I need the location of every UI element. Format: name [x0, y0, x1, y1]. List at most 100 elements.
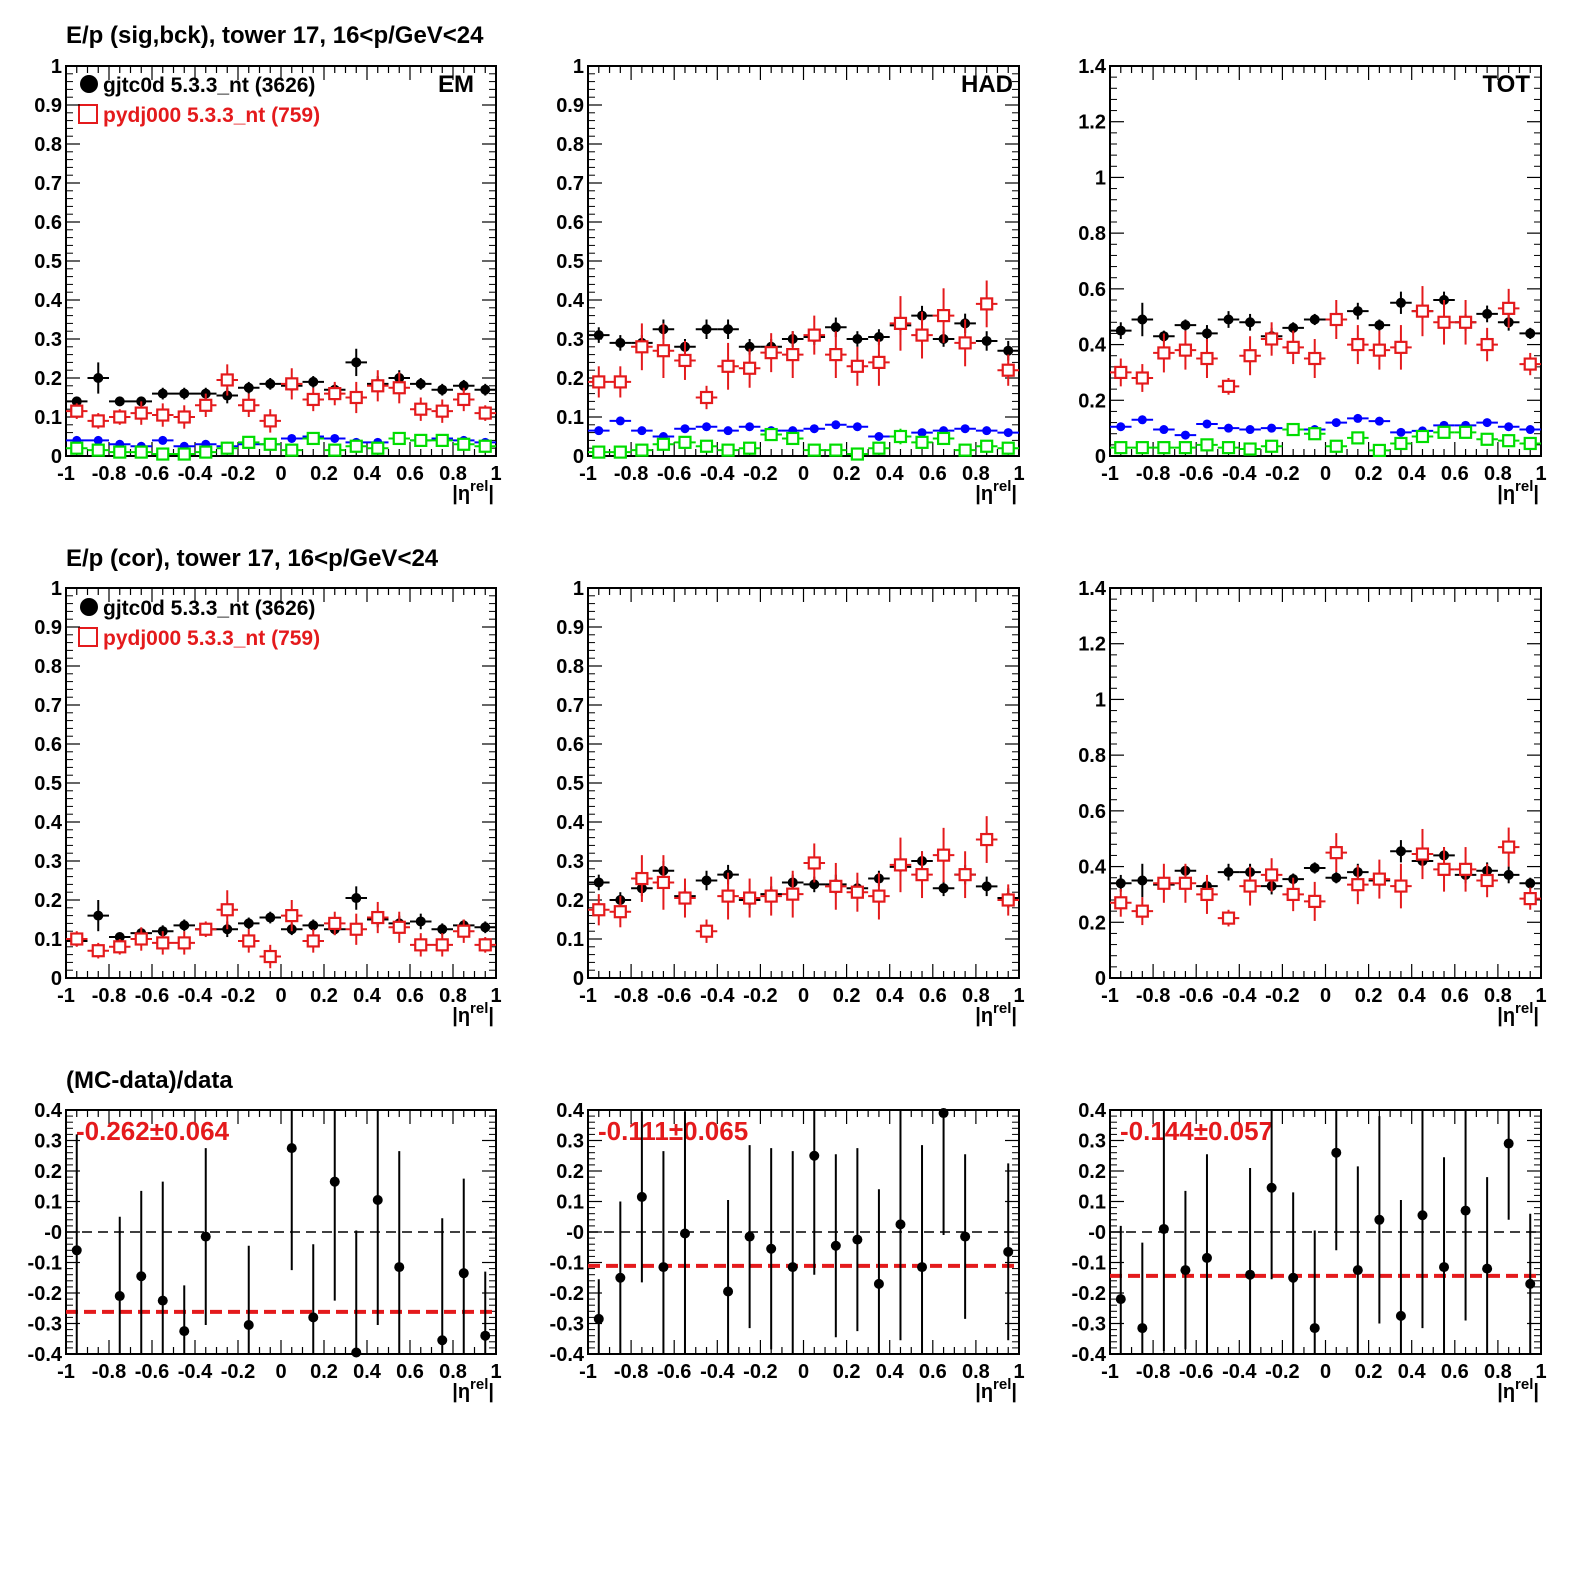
y-tick-label: 0.6: [34, 734, 62, 756]
data-point: [1174, 441, 1197, 455]
marker-dot: [1417, 1210, 1428, 1221]
series-mc_sig: [66, 364, 496, 433]
y-tick-label: 0.7: [556, 695, 584, 717]
data-point: [609, 445, 632, 459]
marker-box: [328, 387, 342, 401]
marker-box: [613, 375, 627, 389]
y-tick-label: 0.9: [556, 95, 584, 117]
marker-box: [1243, 349, 1257, 363]
data-point: [1439, 1157, 1450, 1354]
data-point: [717, 319, 739, 339]
marker-box: [721, 889, 735, 903]
marker-dot: [1158, 1223, 1169, 1234]
data-point: [130, 401, 152, 425]
marker-box: [1394, 340, 1408, 354]
data-point: [259, 437, 281, 451]
data-point: [1110, 441, 1132, 455]
marker-box: [613, 445, 627, 459]
x-tick-label: -0.6: [657, 1361, 691, 1383]
data-point: [652, 323, 675, 378]
data-point: [200, 1148, 211, 1326]
data-point: [1131, 364, 1154, 392]
marker-box: [1415, 847, 1430, 861]
data-point: [932, 880, 955, 897]
data-point: [474, 921, 496, 934]
marker-box: [893, 858, 908, 872]
marker-box: [1480, 337, 1494, 352]
data-point: [1476, 305, 1498, 323]
marker-box: [1286, 887, 1300, 902]
data-point: [324, 443, 346, 457]
data-point: [1411, 286, 1434, 337]
data-point: [631, 443, 653, 457]
legend-cor: gjtc0d 5.3.3_nt (3626) pydj000 5.3.3_nt …: [78, 597, 320, 650]
x-tick-label: -0.4: [1222, 1361, 1257, 1383]
data-point: [1497, 288, 1520, 328]
marker-box: [134, 932, 148, 946]
x-tick-label: -0.8: [1136, 985, 1170, 1007]
x-tick-label: 0.2: [833, 985, 861, 1007]
series-mc_sig: [1110, 827, 1541, 927]
x-tick-label: 1: [1535, 1361, 1546, 1383]
marker-box: [764, 427, 778, 442]
x-tick-label: 0.2: [833, 463, 861, 485]
data-point: [431, 433, 453, 447]
data-point: [1003, 1163, 1014, 1341]
marker-dot: [437, 384, 448, 395]
data-point: [173, 919, 195, 932]
marker-box: [1265, 332, 1279, 346]
marker-box: [134, 445, 148, 459]
data-point: [1174, 330, 1197, 370]
x-tick-label: 0.4: [1398, 1361, 1427, 1383]
x-tick-label: 0.8: [439, 1361, 467, 1383]
data-point: [1390, 291, 1412, 314]
data-point: [281, 433, 303, 443]
y-tick-label: 0.4: [1078, 857, 1107, 879]
panel-1-1: -1 -0.8 -0.6 -0.4 -0.2 0 0.2 0.4 0.6 0.8 1|ηrel|00…: [556, 578, 1024, 1027]
marker-dot: [1309, 314, 1320, 325]
marker-box: [893, 429, 908, 444]
marker-box: [306, 431, 320, 446]
marker-box: [177, 936, 191, 950]
marker-box: [199, 922, 213, 936]
marker-box: [220, 373, 234, 387]
marker-box: [635, 340, 649, 354]
marker-dot: [136, 1271, 147, 1282]
marker-box: [699, 924, 714, 938]
data-point: [1411, 828, 1434, 880]
data-point: [329, 1110, 340, 1301]
data-point: [1368, 330, 1391, 370]
data-point: [238, 381, 260, 394]
plot-frame: [587, 587, 1020, 979]
data-point: [803, 443, 826, 457]
data-point: [1174, 863, 1197, 903]
data-point: [868, 441, 890, 455]
y-tick-label: 0: [573, 968, 584, 990]
data-point: [787, 1151, 798, 1354]
series-mc_sig: [66, 890, 496, 969]
marker-box: [177, 410, 191, 424]
data-point: [1115, 1225, 1126, 1354]
data-point: [889, 428, 912, 445]
panel-1-2: -1 -0.8 -0.6 -0.4 -0.2 0 0.2 0.4 0.6 0.8 1|ηrel|00…: [1078, 578, 1546, 1027]
data-point: [1497, 422, 1520, 432]
data-point: [173, 387, 195, 400]
y-tick-label: 0.1: [34, 407, 62, 429]
data-point: [1476, 418, 1498, 428]
y-tick-label: 1: [1095, 689, 1106, 711]
data-point: [717, 426, 739, 436]
y-tick-label: 0.2: [556, 368, 584, 390]
panel-0-2: -1 -0.8 -0.6 -0.4 -0.2 0 0.2 0.4 0.6 0.8 1|ηrel|00…: [1078, 56, 1546, 505]
data-point: [932, 288, 955, 343]
data-point: [588, 874, 610, 891]
x-tick-label: -0.4: [700, 985, 735, 1007]
data-point: [243, 1245, 254, 1354]
marker-box: [764, 346, 778, 360]
data-point: [66, 403, 88, 419]
marker-dot: [71, 396, 82, 407]
series-mc_bkg: [588, 427, 1019, 461]
x-tick-label: 0.2: [310, 463, 338, 485]
data-point: [109, 396, 131, 407]
data-point: [830, 1154, 841, 1338]
marker-box: [220, 441, 234, 455]
